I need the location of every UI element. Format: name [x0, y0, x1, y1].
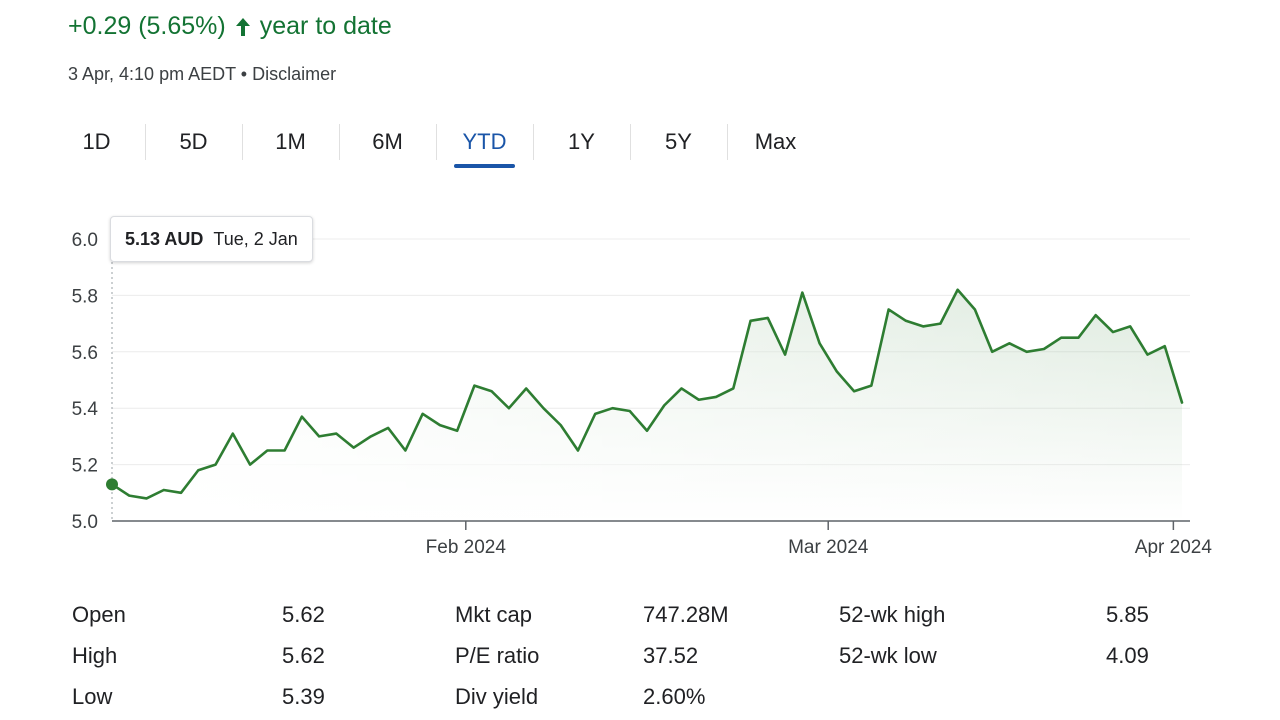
stat-label: Div yield	[455, 683, 539, 709]
x-tick-label: Feb 2024	[426, 537, 507, 558]
tab-1d[interactable]: 1D	[48, 120, 145, 164]
stat-label: High	[72, 642, 118, 668]
stat-value: 5.62	[282, 601, 325, 627]
stats-column-2: Mkt cap 747.28M P/E ratio 37.52 Div yiel…	[455, 594, 755, 717]
tab-label: 6M	[372, 129, 403, 154]
tab-label: YTD	[462, 129, 507, 154]
range-tabs: 1D 5D 1M 6M YTD 1Y 5Y Max	[48, 120, 824, 170]
hover-tooltip: 5.13 AUD Tue, 2 Jan	[110, 216, 313, 262]
stat-label: P/E ratio	[455, 642, 540, 668]
stat-row-52wk-low: 52-wk low 4.09	[839, 635, 1179, 676]
y-tick-label: 5.8	[72, 286, 98, 307]
tab-6m[interactable]: 6M	[339, 120, 436, 164]
tab-max[interactable]: Max	[727, 120, 824, 164]
tooltip-date: Tue, 2 Jan	[213, 228, 298, 249]
stat-label: Low	[72, 683, 113, 709]
price-change-period: year to date	[259, 12, 392, 40]
tab-label: 5Y	[665, 129, 692, 154]
tab-label: 5D	[179, 129, 208, 154]
hover-point	[106, 478, 118, 491]
stat-row-div-yield: Div yield 2.60%	[455, 676, 755, 717]
price-change-summary: +0.29 (5.65%) year to date	[68, 12, 392, 41]
tab-label: 1D	[82, 129, 111, 154]
stat-value: 4.09	[1106, 642, 1149, 668]
stat-label: 52-wk low	[839, 642, 937, 668]
tab-label: 1Y	[568, 129, 595, 154]
tab-1y[interactable]: 1Y	[533, 120, 630, 164]
tab-label: 1M	[275, 129, 306, 154]
stat-value: 747.28M	[643, 601, 729, 627]
stat-value: 5.62	[282, 642, 325, 668]
stat-row-52wk-high: 52-wk high 5.85	[839, 594, 1179, 635]
price-area-fade	[112, 289, 1182, 521]
stats-column-1: Open 5.62 High 5.62 Low 5.39	[72, 594, 332, 717]
y-tick-label: 5.0	[72, 512, 98, 533]
price-change-value: +0.29 (5.65%)	[68, 12, 226, 40]
x-tick-label: Mar 2024	[788, 537, 869, 558]
y-tick-label: 5.2	[72, 456, 98, 477]
tab-5y[interactable]: 5Y	[630, 120, 727, 164]
stat-row-mkt-cap: Mkt cap 747.28M	[455, 594, 755, 635]
stat-row-open: Open 5.62	[72, 594, 332, 635]
stat-value: 5.39	[282, 683, 325, 709]
separator-dot: •	[240, 64, 248, 84]
stat-label: Open	[72, 601, 126, 627]
tooltip-price: 5.13 AUD	[125, 228, 204, 249]
stat-label: 52-wk high	[839, 601, 946, 627]
stats-column-3: 52-wk high 5.85 52-wk low 4.09	[839, 594, 1179, 676]
stat-label: Mkt cap	[455, 601, 533, 627]
timestamp-line: 3 Apr, 4:10 pm AEDT • Disclaimer	[68, 64, 336, 85]
x-tick-label: Apr 2024	[1135, 537, 1213, 558]
stat-row-pe-ratio: P/E ratio 37.52	[455, 635, 755, 676]
tab-1m[interactable]: 1M	[242, 120, 339, 164]
price-line	[110, 288, 1184, 500]
y-tick-label: 6.0	[72, 230, 98, 251]
y-tick-label: 5.4	[72, 399, 99, 420]
tab-ytd[interactable]: YTD	[436, 120, 533, 168]
stat-value: 2.60%	[643, 683, 706, 709]
tab-label: Max	[754, 129, 797, 154]
key-stats-table: Open 5.62 High 5.62 Low 5.39 Mkt cap 747…	[72, 594, 1192, 714]
disclaimer-link[interactable]: Disclaimer	[252, 64, 337, 84]
tab-5d[interactable]: 5D	[145, 120, 242, 164]
stat-value: 5.85	[1106, 601, 1149, 627]
stat-row-low: Low 5.39	[72, 676, 332, 717]
stat-value: 37.52	[643, 642, 699, 668]
y-tick-label: 5.6	[72, 343, 98, 364]
stat-row-high: High 5.62	[72, 635, 332, 676]
price-chart[interactable]: 6.0 5.8 5.6 5.4 5.2 5.0 Feb 2024 Mar 2024 Apr 20…	[0, 210, 1280, 570]
arrow-up-icon	[235, 17, 250, 36]
timestamp: 3 Apr, 4:10 pm AEDT	[68, 64, 236, 84]
